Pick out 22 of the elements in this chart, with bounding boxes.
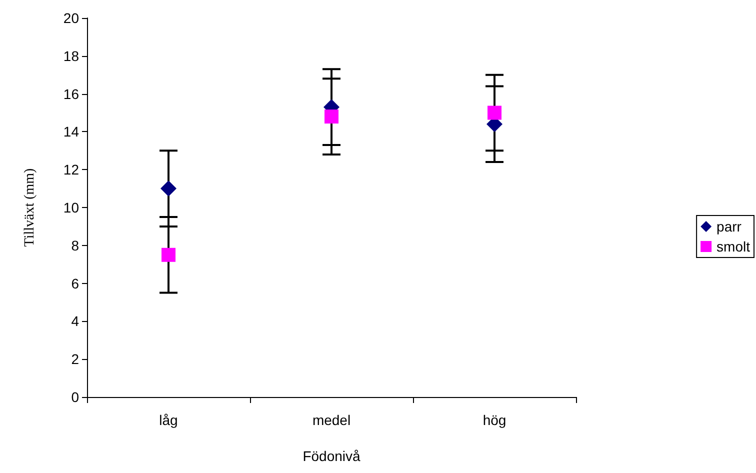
y-tick-label: 0 [71,389,80,405]
x-tick-label: hög [482,412,506,428]
y-tick-label: 4 [71,313,80,330]
y-tick-label: 18 [63,48,80,64]
point [160,180,176,197]
point [324,110,338,124]
x-tick-label: låg [159,412,178,428]
point [488,106,502,120]
y-tick-label: 8 [71,237,80,254]
y-tick-label: 6 [71,275,80,292]
legend-label: smolt [716,238,750,254]
y-tick-label: 2 [71,351,80,368]
y-tick-label: 20 [63,10,80,26]
y-tick-label: 12 [63,162,80,178]
x-axis-title: Födonivå [302,448,361,464]
y-axis-title: Tillväxt (mm) [22,168,38,247]
y-tick-label: 14 [63,124,80,140]
y-tick-label: 10 [63,200,80,216]
point [162,248,176,262]
legend-label: parr [716,218,742,234]
x-tick-label: medel [312,412,351,428]
y-tick-label: 16 [63,86,80,102]
